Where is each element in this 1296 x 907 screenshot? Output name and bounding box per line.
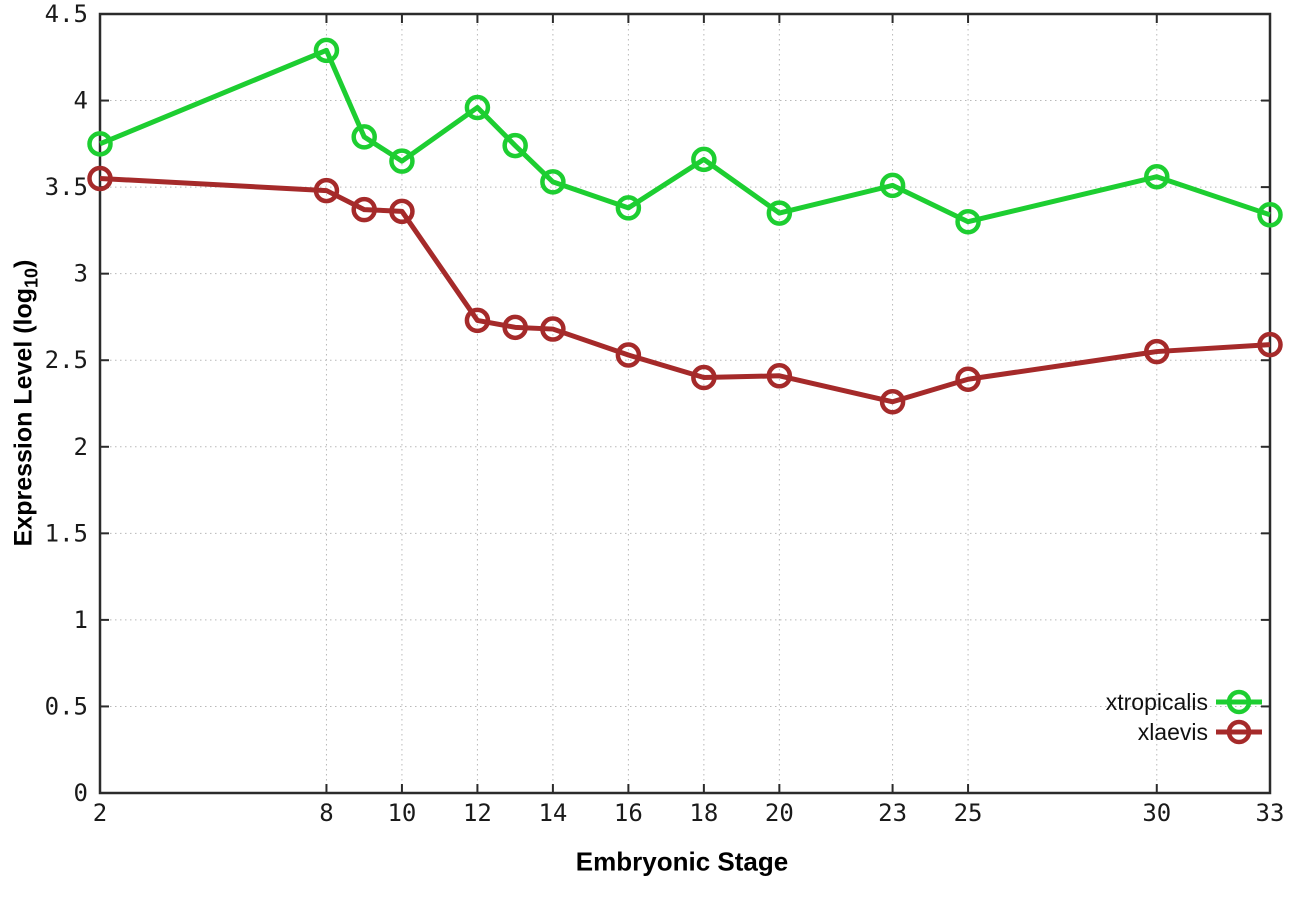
data-point-xtropicalis-stage-12 bbox=[464, 94, 491, 121]
legend-open-circle-icon-xlaevis bbox=[1226, 719, 1252, 745]
x-tick-label-25: 25 bbox=[954, 799, 983, 827]
data-point-xtropicalis-stage-20 bbox=[766, 200, 793, 226]
data-point-xlaevis-stage-20 bbox=[766, 363, 793, 389]
data-point-xtropicalis-stage-13 bbox=[502, 132, 528, 159]
series-line-xtropicalis bbox=[99, 47, 1271, 225]
data-point-xtropicalis-stage-8 bbox=[313, 37, 340, 64]
x-tick-label-14: 14 bbox=[538, 799, 567, 827]
x-tick-label-30: 30 bbox=[1142, 799, 1171, 827]
data-point-xlaevis-stage-30 bbox=[1144, 338, 1170, 365]
data-point-xlaevis-stage-10 bbox=[389, 198, 415, 225]
y-tick-label-1.5: 1.5 bbox=[45, 519, 88, 547]
legend-open-circle-icon-xtropicalis bbox=[1226, 689, 1252, 715]
data-series bbox=[87, 37, 1283, 415]
y-tick-label-1: 1 bbox=[74, 606, 88, 634]
y-tick-label-2: 2 bbox=[74, 433, 88, 461]
plot-border bbox=[98, 12, 1272, 795]
data-point-xtropicalis-stage-25 bbox=[955, 208, 981, 235]
legend-label-xtropicalis: xtropicalis bbox=[1106, 689, 1208, 715]
legend-label-xlaevis: xlaevis bbox=[1138, 719, 1208, 745]
data-point-xlaevis-stage-12 bbox=[464, 307, 491, 334]
y-axis-title-subscript: 10 bbox=[21, 267, 42, 288]
data-point-xlaevis-stage-9 bbox=[351, 196, 377, 223]
data-point-xlaevis-stage-16 bbox=[615, 342, 642, 368]
y-tick-label-2.5: 2.5 bbox=[45, 346, 88, 374]
data-point-xtropicalis-stage-23 bbox=[879, 172, 906, 199]
x-tick-label-16: 16 bbox=[614, 799, 643, 827]
y-tick-label-3: 3 bbox=[74, 260, 88, 288]
y-tick-label-0.5: 0.5 bbox=[45, 692, 88, 720]
data-point-xtropicalis-stage-18 bbox=[691, 146, 717, 173]
data-point-xlaevis-stage-18 bbox=[691, 364, 717, 391]
x-tick-label-33: 33 bbox=[1256, 799, 1285, 827]
data-point-xlaevis-stage-23 bbox=[879, 389, 906, 415]
y-tick-label-0: 0 bbox=[74, 779, 88, 807]
y-tick-label-4: 4 bbox=[74, 87, 88, 115]
data-point-xtropicalis-stage-33 bbox=[1257, 202, 1283, 228]
y-axis-title: Expression Level (log10) bbox=[10, 260, 43, 547]
y-axis-title-text: Expression Level (log bbox=[9, 287, 38, 547]
data-point-xlaevis-stage-2 bbox=[87, 165, 113, 192]
x-tick-label-10: 10 bbox=[387, 799, 416, 827]
data-point-xlaevis-stage-14 bbox=[540, 316, 566, 342]
x-tick-label-23: 23 bbox=[878, 799, 907, 827]
data-point-xtropicalis-stage-10 bbox=[389, 148, 415, 174]
legend: xtropicalis xlaevis bbox=[1106, 689, 1262, 745]
x-tick-label-18: 18 bbox=[689, 799, 718, 827]
y-axis-title-close: ) bbox=[9, 259, 38, 268]
x-tick-label-12: 12 bbox=[463, 799, 492, 827]
data-point-xlaevis-stage-25 bbox=[955, 366, 981, 393]
data-point-xtropicalis-stage-9 bbox=[351, 124, 377, 150]
x-tick-label-8: 8 bbox=[319, 799, 333, 827]
x-tick-label-20: 20 bbox=[765, 799, 794, 827]
data-point-xtropicalis-stage-30 bbox=[1144, 163, 1170, 190]
y-tick-label-4.5: 4.5 bbox=[45, 0, 88, 28]
data-point-xlaevis-stage-33 bbox=[1257, 331, 1283, 358]
series-line-xlaevis bbox=[99, 175, 1271, 405]
data-point-xtropicalis-stage-16 bbox=[615, 195, 642, 221]
x-axis-title: Embryonic Stage bbox=[575, 846, 789, 877]
tick-marks bbox=[99, 13, 1271, 794]
data-point-xtropicalis-stage-14 bbox=[540, 169, 566, 195]
gridlines bbox=[100, 14, 1270, 793]
x-tick-label-2: 2 bbox=[93, 799, 107, 827]
y-tick-label-3.5: 3.5 bbox=[45, 173, 88, 201]
data-point-xlaevis-stage-13 bbox=[502, 314, 528, 341]
data-point-xlaevis-stage-8 bbox=[313, 177, 340, 204]
data-point-xtropicalis-stage-2 bbox=[87, 131, 113, 157]
tick-labels: 2 8 10 12 14 16 18 20 23 25 30 33 0 0.5 1 1.5 2 2.5 3 3.5 4 4… bbox=[45, 0, 1285, 827]
